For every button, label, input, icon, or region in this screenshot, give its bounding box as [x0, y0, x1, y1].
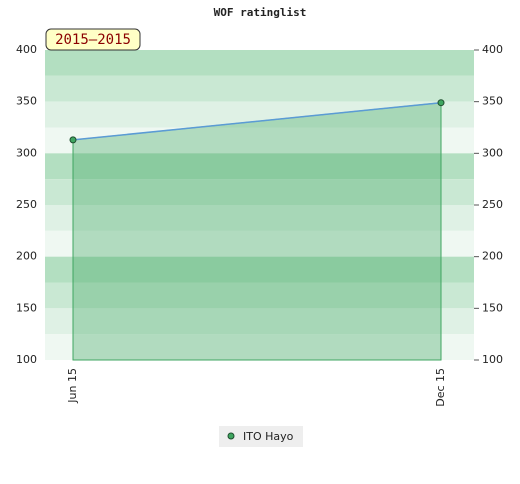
- background-band: [45, 230, 474, 257]
- y-tick-label: 350: [16, 95, 37, 108]
- background-band: [45, 127, 474, 154]
- y2-tick-label: 250: [482, 198, 503, 211]
- chart-title: WOF ratinglist: [214, 6, 307, 19]
- x-tick-label: Jun 15: [66, 368, 79, 404]
- plot-area: [45, 50, 474, 360]
- y2-tick-label: 150: [482, 301, 503, 314]
- point: [69, 136, 77, 144]
- point: [437, 99, 445, 107]
- legend-marker: [227, 432, 235, 440]
- y-tick-label: 250: [16, 198, 37, 211]
- legend-label: ITO Hayo: [243, 430, 294, 443]
- area: [72, 102, 442, 361]
- y2-tick-label: 100: [482, 353, 503, 366]
- y-tick-label: 400: [16, 43, 37, 56]
- badge: 2015–2015: [55, 32, 131, 48]
- legend-box: [219, 426, 303, 447]
- background-band: [45, 256, 474, 283]
- background-band: [45, 308, 474, 335]
- y-tick-label: 200: [16, 250, 37, 263]
- background-band: [45, 179, 474, 205]
- background-band: [45, 50, 474, 76]
- line: [72, 101, 442, 141]
- background-band: [45, 153, 474, 180]
- y2-tick-label: 400: [482, 43, 503, 56]
- background-band: [45, 282, 474, 309]
- background-band: [45, 75, 474, 102]
- y-tick-label: 100: [16, 353, 37, 366]
- y2-tick-label: 350: [482, 95, 503, 108]
- y2-tick-label: 300: [482, 146, 503, 159]
- y2-tick-label: 200: [482, 250, 503, 263]
- x-tick-label: Dec 15: [434, 368, 447, 407]
- y-tick-label: 300: [16, 146, 37, 159]
- background-band: [45, 205, 474, 231]
- badge-box: [45, 28, 141, 51]
- background-band: [45, 334, 474, 360]
- y-tick-label: 150: [16, 301, 37, 314]
